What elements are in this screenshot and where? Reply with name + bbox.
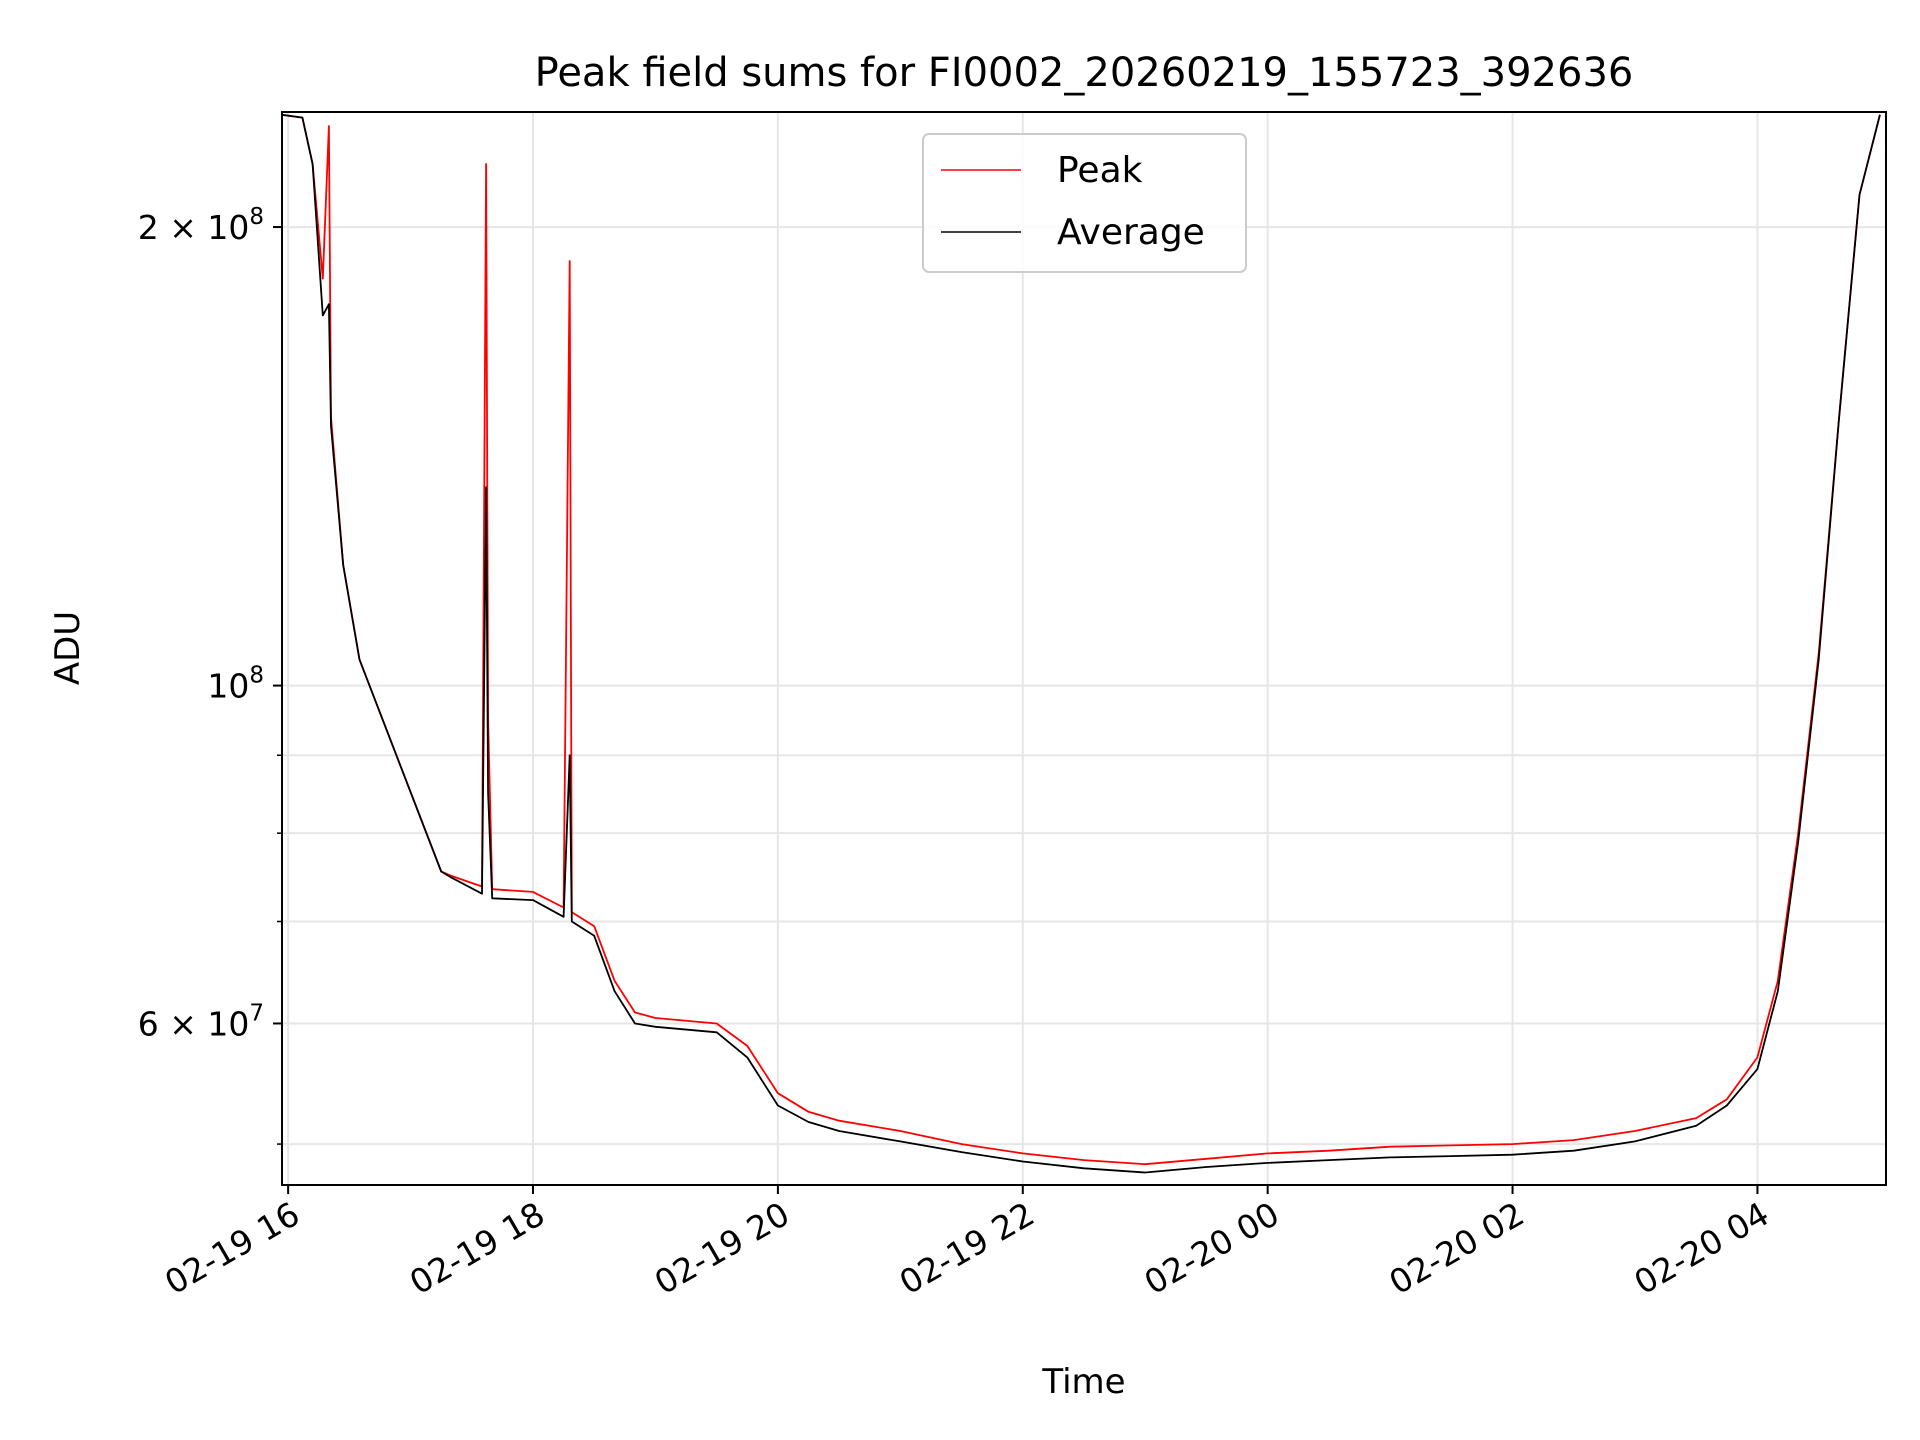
legend-box (922, 133, 1247, 273)
x-axis-label: Time (1041, 1362, 1125, 1402)
y-axis-label: ADU (48, 611, 88, 685)
series-line-average (281, 113, 1881, 1174)
chart-title: Peak field sums for FI0002_20260219_1557… (535, 50, 1634, 96)
y-axis: 6 × 107 108 2 × 108 (138, 204, 282, 1145)
legend: Peak Average (922, 133, 1247, 273)
y-tick-label-1: 108 (207, 663, 264, 706)
plot-frame (281, 111, 1887, 1186)
plot-area (281, 111, 1887, 1186)
grid (282, 112, 1886, 1185)
y-tick-label-0: 6 × 107 (138, 1000, 264, 1043)
y-tick-label-2: 2 × 108 (138, 204, 264, 247)
legend-label-average: Average (1057, 212, 1205, 253)
legend-label-peak: Peak (1057, 150, 1143, 191)
series-layer (281, 113, 1881, 1174)
plot-background (282, 112, 1886, 1185)
